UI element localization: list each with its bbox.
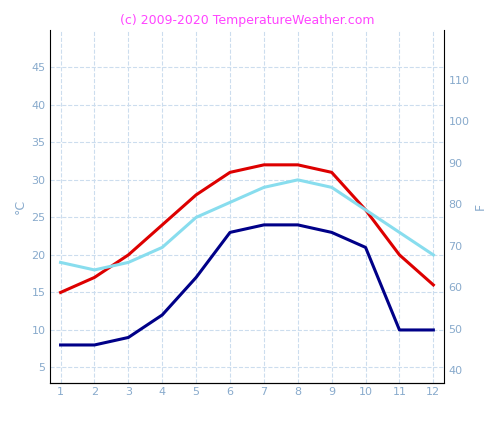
Title: (c) 2009-2020 TemperatureWeather.com: (c) 2009-2020 TemperatureWeather.com xyxy=(120,14,374,27)
Y-axis label: F: F xyxy=(474,203,486,210)
Y-axis label: °C: °C xyxy=(14,198,27,214)
